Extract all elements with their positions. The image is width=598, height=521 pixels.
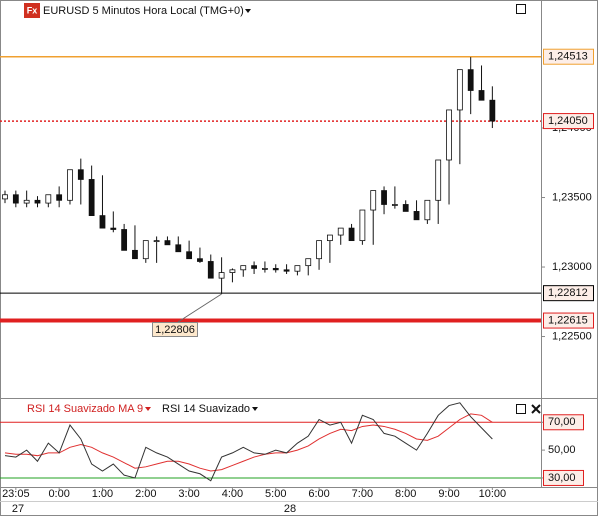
x-tick-label: 23:05 <box>2 488 30 500</box>
y-tick-label: 1,23000 <box>552 261 592 273</box>
rsi-title[interactable]: RSI 14 Suavizado MA 9 <box>27 403 143 415</box>
level-label-box <box>543 48 594 65</box>
x-tick-label: 7:00 <box>352 488 373 500</box>
candle-body <box>110 227 117 230</box>
date-label: 28 <box>284 503 296 515</box>
y-tick-label: 70,00 <box>548 416 576 428</box>
x-tick-label: 9:00 <box>438 488 459 500</box>
level-label: 1,24050 <box>548 115 588 127</box>
x-tick-label: 3:00 <box>178 488 199 500</box>
x-tick-label: 2:00 <box>135 488 156 500</box>
candle-body <box>370 190 377 211</box>
level-label: 1,22615 <box>548 314 588 326</box>
app-icon-text: Fx <box>27 5 38 15</box>
y-tick-label: 1,22500 <box>552 330 592 342</box>
y-tick-label: 50,00 <box>548 444 576 456</box>
rsi-label-box <box>543 414 584 431</box>
candle-body <box>132 249 138 260</box>
candle-body <box>218 272 225 279</box>
candle-body <box>229 269 236 273</box>
x-tick-label: 8:00 <box>395 488 416 500</box>
annotation-pointer <box>177 293 222 323</box>
title-dropdown[interactable] <box>245 9 251 13</box>
candle-body <box>164 240 171 246</box>
candle-body <box>153 240 160 243</box>
candle-body <box>207 261 214 279</box>
candle-body <box>283 269 290 272</box>
candle-body <box>175 244 182 253</box>
candle-body <box>467 69 474 91</box>
x-tick-label: 4:00 <box>222 488 243 500</box>
annotation-label: 1,22806 <box>155 324 195 336</box>
y-tick-label: 1,23500 <box>552 191 592 203</box>
x-tick-label: 0:00 <box>48 488 69 500</box>
candle-body <box>326 234 333 242</box>
candle-body <box>142 240 149 260</box>
level-label: 1,24513 <box>548 51 588 63</box>
candle-body <box>56 194 63 201</box>
x-tick-label: 1:00 <box>92 488 113 500</box>
candle-body <box>45 194 52 204</box>
rsi-line <box>4 402 493 482</box>
level-label-box <box>543 113 594 130</box>
candle-body <box>77 169 84 180</box>
candle-body <box>12 194 19 204</box>
candle-body <box>294 265 301 272</box>
candle-body <box>478 90 485 101</box>
candle-body <box>186 251 193 260</box>
rsi-label-box <box>543 469 584 486</box>
rsi-subtitle[interactable]: RSI 14 Suavizado <box>162 403 250 415</box>
candle-body <box>272 268 279 271</box>
candle-body <box>413 211 420 221</box>
candle-body <box>391 204 398 206</box>
candle-body <box>197 258 203 262</box>
candle-body <box>337 227 344 236</box>
candle-body <box>99 215 106 229</box>
rsi-dropdown[interactable] <box>145 407 151 411</box>
level-label-box <box>543 285 594 302</box>
candle-body <box>305 258 312 267</box>
candle-body <box>402 204 409 212</box>
candle-body <box>88 179 95 216</box>
candle-body <box>435 159 442 201</box>
candle-body <box>446 109 452 161</box>
candle-body <box>34 199 41 204</box>
candle-body <box>121 229 128 251</box>
level-label: 1,22812 <box>548 287 588 299</box>
candle-body <box>262 268 268 270</box>
rsi-maximize[interactable] <box>516 404 526 414</box>
annotation-box <box>152 322 198 337</box>
rsi-close[interactable] <box>531 404 541 414</box>
x-tick-label: 6:00 <box>308 488 329 500</box>
candle-body <box>489 99 496 122</box>
candle-body <box>424 199 431 221</box>
candle-body <box>359 209 366 242</box>
chart-title[interactable]: EURUSD 5 Minutos Hora Local (TMG+0) <box>43 5 244 17</box>
rsi-sub-dropdown[interactable] <box>252 407 258 411</box>
maximize-button[interactable] <box>516 4 526 14</box>
candle-body <box>348 227 355 242</box>
x-tick-label: 5:00 <box>265 488 286 500</box>
candle-body <box>240 265 247 271</box>
candle-body <box>316 240 322 260</box>
date-label: 27 <box>12 503 24 515</box>
rsi-line <box>4 413 493 472</box>
candle-body <box>23 199 30 204</box>
app-icon[interactable] <box>24 3 40 18</box>
y-tick-label: 30,00 <box>548 472 576 484</box>
candle-body <box>456 69 463 111</box>
candle-body <box>67 169 73 201</box>
level-label-box <box>543 312 594 329</box>
candle-body <box>381 190 387 205</box>
candle-body <box>2 194 8 200</box>
candle-body <box>251 265 257 269</box>
x-tick-label: 10:00 <box>479 488 507 500</box>
